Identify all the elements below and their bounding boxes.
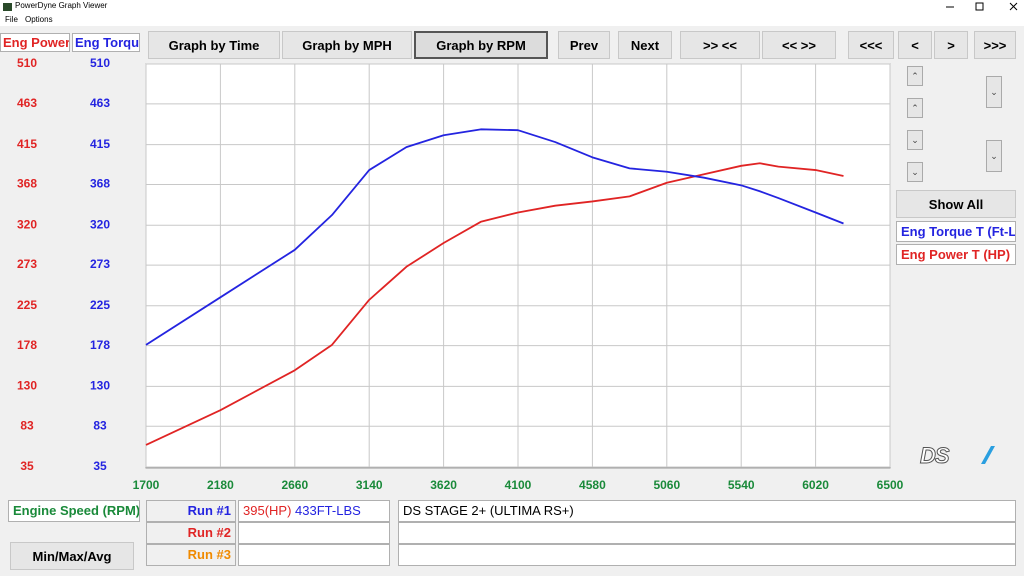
y-tick-label: 225 [17, 298, 37, 312]
x-tick-label: 4100 [505, 478, 532, 492]
toolbar-button[interactable]: Next [618, 31, 672, 59]
scroll-down[interactable]: ⌄ [907, 130, 923, 150]
logo-mark [981, 446, 995, 464]
y2-tick-label: 463 [90, 96, 110, 110]
run-power: 395(HP) [243, 503, 292, 518]
run-values [238, 544, 390, 566]
run-description: DS STAGE 2+ (ULTIMA RS+) [398, 500, 1016, 522]
window-title: PowerDyne Graph Viewer [15, 1, 108, 10]
y2-tick-label: 273 [90, 257, 110, 271]
y2-tick-label: 510 [90, 56, 110, 70]
run-values: 395(HP) 433FT-LBS [238, 500, 390, 522]
y-axis-title: Eng Power [0, 33, 70, 52]
data-line [145, 128, 844, 346]
y-tick-label: 320 [17, 217, 37, 231]
run-torque: 433FT-LBS [295, 503, 361, 518]
y-tick-label: 35 [20, 459, 34, 473]
y2-axis-title: Eng Torque [72, 33, 140, 52]
menu-item[interactable]: File [5, 15, 18, 24]
legend-entry[interactable]: Eng Torque T (Ft-Lb) [896, 221, 1016, 242]
x-tick-label: 4580 [579, 478, 606, 492]
scale-up[interactable]: ⌄ [986, 76, 1002, 108]
y2-tick-label: 320 [90, 217, 110, 231]
y-tick-label: 415 [17, 137, 37, 151]
y-tick-label: 83 [20, 418, 34, 432]
y2-tick-label: 35 [93, 459, 107, 473]
app-icon [3, 3, 12, 11]
y-tick-label: 130 [17, 379, 37, 393]
y2-tick-label: 368 [90, 177, 110, 191]
y-tick-label: 463 [17, 96, 37, 110]
toolbar-button[interactable]: <<< [848, 31, 894, 59]
x-tick-label: 5060 [653, 478, 680, 492]
toolbar-button[interactable]: Graph by RPM [414, 31, 548, 59]
run-values [238, 522, 390, 544]
toolbar-button[interactable]: << >> [762, 31, 836, 59]
data-line [145, 162, 844, 446]
y2-tick-label: 225 [90, 298, 110, 312]
show-all-button[interactable]: Show All [896, 190, 1016, 218]
toolbar-button[interactable]: Graph by MPH [282, 31, 412, 59]
toolbar-button[interactable]: >> << [680, 31, 760, 59]
run-description [398, 522, 1016, 544]
x-tick-label: 2660 [281, 478, 308, 492]
toolbar-button[interactable]: > [934, 31, 968, 59]
toolbar-button[interactable]: < [898, 31, 932, 59]
min-max-avg-button[interactable]: Min/Max/Avg [10, 542, 134, 570]
scroll-up[interactable]: ⌃ [907, 98, 923, 118]
scroll-down-fast[interactable]: ⌄ [907, 162, 923, 182]
y2-tick-label: 415 [90, 137, 110, 151]
menu-bar: File Options [0, 14, 1024, 26]
y-tick-label: 368 [17, 177, 37, 191]
legend-entry[interactable]: Eng Power T (HP) [896, 244, 1016, 265]
logo: DS [920, 443, 951, 469]
run-label: Run #2 [146, 522, 236, 544]
x-tick-label: 5540 [728, 478, 755, 492]
toolbar-button[interactable]: >>> [974, 31, 1016, 59]
menu-item[interactable]: Options [25, 15, 53, 24]
run-label: Run #3 [146, 544, 236, 566]
y2-tick-label: 83 [93, 418, 107, 432]
y2-tick-label: 178 [90, 338, 110, 352]
y-tick-label: 273 [17, 257, 37, 271]
run-description [398, 544, 1016, 566]
x-tick-label: 3620 [430, 478, 457, 492]
x-tick-label: 2180 [207, 478, 234, 492]
toolbar-button[interactable]: Prev [558, 31, 610, 59]
y-tick-label: 178 [17, 338, 37, 352]
y2-tick-label: 130 [90, 379, 110, 393]
x-tick-label: 6020 [802, 478, 829, 492]
title-bar: PowerDyne Graph Viewer [0, 0, 1024, 14]
run-label: Run #1 [146, 500, 236, 522]
scale-down[interactable]: ⌄ [986, 140, 1002, 172]
x-axis-title: Engine Speed (RPM) [8, 500, 140, 522]
x-tick-label: 1700 [133, 478, 160, 492]
scroll-up-fast[interactable]: ⌃ [907, 66, 923, 86]
y-tick-label: 510 [17, 56, 37, 70]
window-controls[interactable] [930, 0, 1024, 14]
toolbar-button[interactable]: Graph by Time [148, 31, 280, 59]
x-tick-label: 6500 [877, 478, 904, 492]
x-tick-label: 3140 [356, 478, 383, 492]
